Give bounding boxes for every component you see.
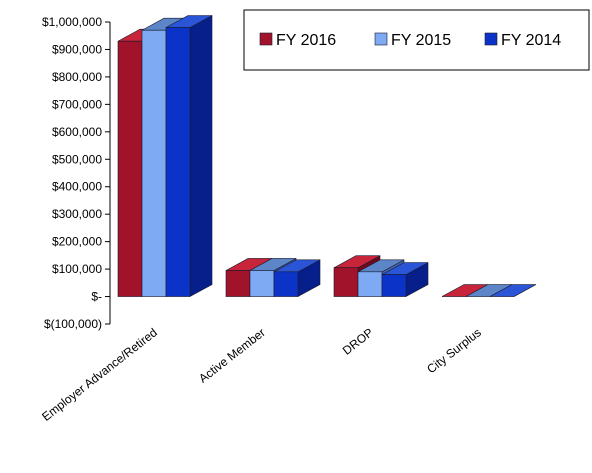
category-label: Employer Advance/Retired	[39, 325, 160, 424]
bar	[165, 14, 213, 298]
bar-group	[333, 255, 429, 298]
y-tick-label: $400,000	[52, 180, 102, 194]
category-labels: Employer Advance/Retired Active Member DRO…	[39, 325, 484, 424]
y-tick-label: $(100,000)	[44, 317, 102, 331]
bar-front	[225, 270, 251, 297]
y-tick-label: $600,000	[52, 125, 102, 139]
legend-swatch	[484, 32, 498, 46]
legend-item: FY 2015	[374, 32, 451, 49]
legend-swatch	[374, 32, 388, 46]
category-label: DROP	[340, 325, 376, 357]
y-tick-label: $700,000	[52, 97, 102, 111]
bar-front	[381, 274, 407, 297]
bar-side	[189, 14, 213, 298]
bar-group	[225, 257, 321, 298]
bar-front	[273, 271, 299, 297]
legend-label: FY 2015	[391, 32, 451, 49]
legend-label: FY 2014	[501, 32, 561, 49]
bar	[381, 262, 429, 298]
y-tick-label: $300,000	[52, 207, 102, 221]
bar-front	[357, 271, 383, 297]
bar-front	[165, 27, 191, 297]
category-label: Active Member	[196, 325, 268, 385]
y-tick-label: $200,000	[52, 235, 102, 249]
bars	[117, 14, 537, 298]
y-tick-label: $100,000	[52, 262, 102, 276]
legend-item: FY 2014	[484, 32, 561, 49]
bar-top	[489, 284, 537, 297]
y-tick-label: $800,000	[52, 70, 102, 84]
bar-front	[117, 40, 143, 297]
legend-swatch	[259, 32, 273, 46]
y-tick-label: $900,000	[52, 42, 102, 56]
bar-group	[117, 14, 213, 298]
bar-front	[333, 267, 359, 297]
bar-group	[441, 284, 537, 297]
y-axis: $(100,000) $- $100,000 $200,000 $300,000 $400…	[42, 15, 111, 331]
category-label: City Surplus	[424, 325, 484, 376]
bar-front	[249, 270, 275, 297]
legend: FY 2016 FY 2015 FY 2014	[243, 9, 590, 71]
legend-item: FY 2016	[259, 32, 336, 49]
y-tick-label: $-	[91, 290, 102, 304]
legend-box	[243, 9, 590, 71]
bar	[273, 259, 321, 298]
y-tick-label: $1,000,000	[42, 15, 102, 29]
legend-label: FY 2016	[276, 32, 336, 49]
bar-front	[141, 29, 167, 297]
bar	[489, 284, 537, 297]
y-tick-label: $500,000	[52, 152, 102, 166]
